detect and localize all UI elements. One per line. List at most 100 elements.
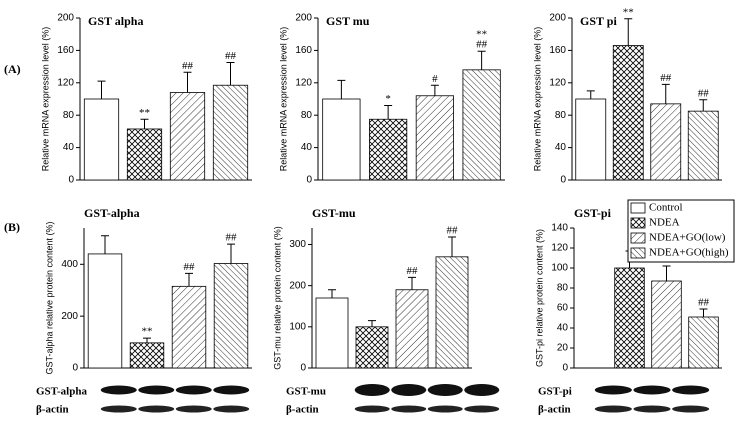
y-tick-label: 300 [289,239,306,250]
y-tick-label: 200 [57,13,74,24]
blot-band [464,405,500,413]
error-bar [661,83,670,104]
blot-band [175,385,212,395]
error-bar [662,265,671,281]
chart-title: GST mu [326,14,370,28]
blot-band [672,385,710,395]
y-tick-label: 120 [551,243,568,254]
blot-band [633,405,671,413]
y-axis-label: GST-mu relative protein content (%) [272,226,282,370]
y-tick-label: 200 [549,13,566,24]
blot-band [672,405,710,413]
significance-marker: ** [139,107,150,119]
y-tick-label: 200 [61,311,78,322]
y-axis-label: GST-alpha relative protein content (%) [44,221,54,374]
legend-label: NDEA+GO(high) [649,247,729,259]
blot-band [213,385,250,395]
significance-marker: ** [142,326,153,338]
blot-label: β-actin [538,404,571,416]
significance-marker: # [432,73,438,85]
blot-band [594,385,632,395]
y-tick-label: 60 [557,303,569,314]
chart-title: GST-pi [574,206,612,220]
blot-label: GST-pi [538,386,572,398]
y-tick-label: 80 [555,110,567,121]
y-tick-label: 160 [549,45,566,56]
bar [171,285,207,369]
panel-label: (A) [4,62,21,76]
y-axis-label: Relative mRNA expression level (%) [532,27,542,172]
error-bar [101,235,109,254]
y-tick-label: 160 [295,45,312,56]
blot-band [138,385,175,395]
significance-marker: * [385,93,391,105]
significance-marker: ** [623,6,634,18]
legend-label: NDEA+GO(low) [649,232,726,244]
error-bar [183,71,192,93]
significance-marker: ** [476,29,487,41]
bar [83,98,120,181]
y-tick-label: 40 [63,142,75,153]
bar [688,316,719,369]
chart-title: GST-alpha [84,206,140,220]
bar [614,267,645,369]
blot-band [391,384,427,396]
bar [315,297,349,369]
legend-label: NDEA [649,217,680,229]
blot-band [427,384,463,396]
y-tick-label: 40 [555,142,567,153]
significance-marker: ## [660,72,672,84]
blot-band [138,405,175,413]
bar [87,253,123,369]
error-bar [624,18,633,46]
y-axis-label: GST-pi relative protein content (%) [534,229,544,367]
blot-label: GST-alpha [36,386,87,398]
bar [126,128,163,181]
error-bar [185,272,193,287]
blot-label: GST-mu [286,386,326,398]
y-tick-label: 80 [63,110,75,121]
chart-title: GST alpha [88,14,143,28]
error-bar [408,276,416,290]
y-axis-label: Relative mRNA expression level (%) [278,27,288,172]
blot-band [354,384,390,396]
legend-label: Control [649,202,683,214]
error-bar [227,243,235,264]
y-tick-label: 0 [68,175,74,186]
blot-band [354,405,390,413]
blot-band [464,384,500,396]
bar [129,342,165,369]
significance-marker: ## [226,232,238,244]
blot-label: β-actin [36,404,69,416]
error-bar [477,50,486,70]
error-bar [143,337,151,343]
y-tick-label: 200 [289,280,306,291]
y-tick-label: 100 [551,263,568,274]
bar [462,69,501,181]
bar [435,256,469,369]
y-tick-label: 80 [557,283,569,294]
y-tick-label: 100 [289,321,306,332]
y-tick-label: 40 [557,323,569,334]
bar [650,103,682,181]
y-tick-label: 0 [72,363,78,374]
y-axis-label: Relative mRNA expression level (%) [40,27,50,172]
y-tick-label: 140 [551,223,568,234]
panel-label: (B) [4,220,20,234]
legend-box [627,199,735,263]
legend-swatch [630,202,646,214]
significance-marker: ## [407,265,419,277]
y-tick-label: 20 [557,343,569,354]
error-bar [430,84,439,96]
legend-swatch [630,232,646,244]
significance-marker: ## [182,60,194,72]
blot-label: β-actin [286,404,319,416]
blot-band [427,405,463,413]
error-bar [699,308,708,317]
y-tick-label: 0 [560,175,566,186]
bar [355,326,389,369]
bar [213,263,249,369]
blot-band [594,405,632,413]
y-tick-label: 40 [301,142,313,153]
